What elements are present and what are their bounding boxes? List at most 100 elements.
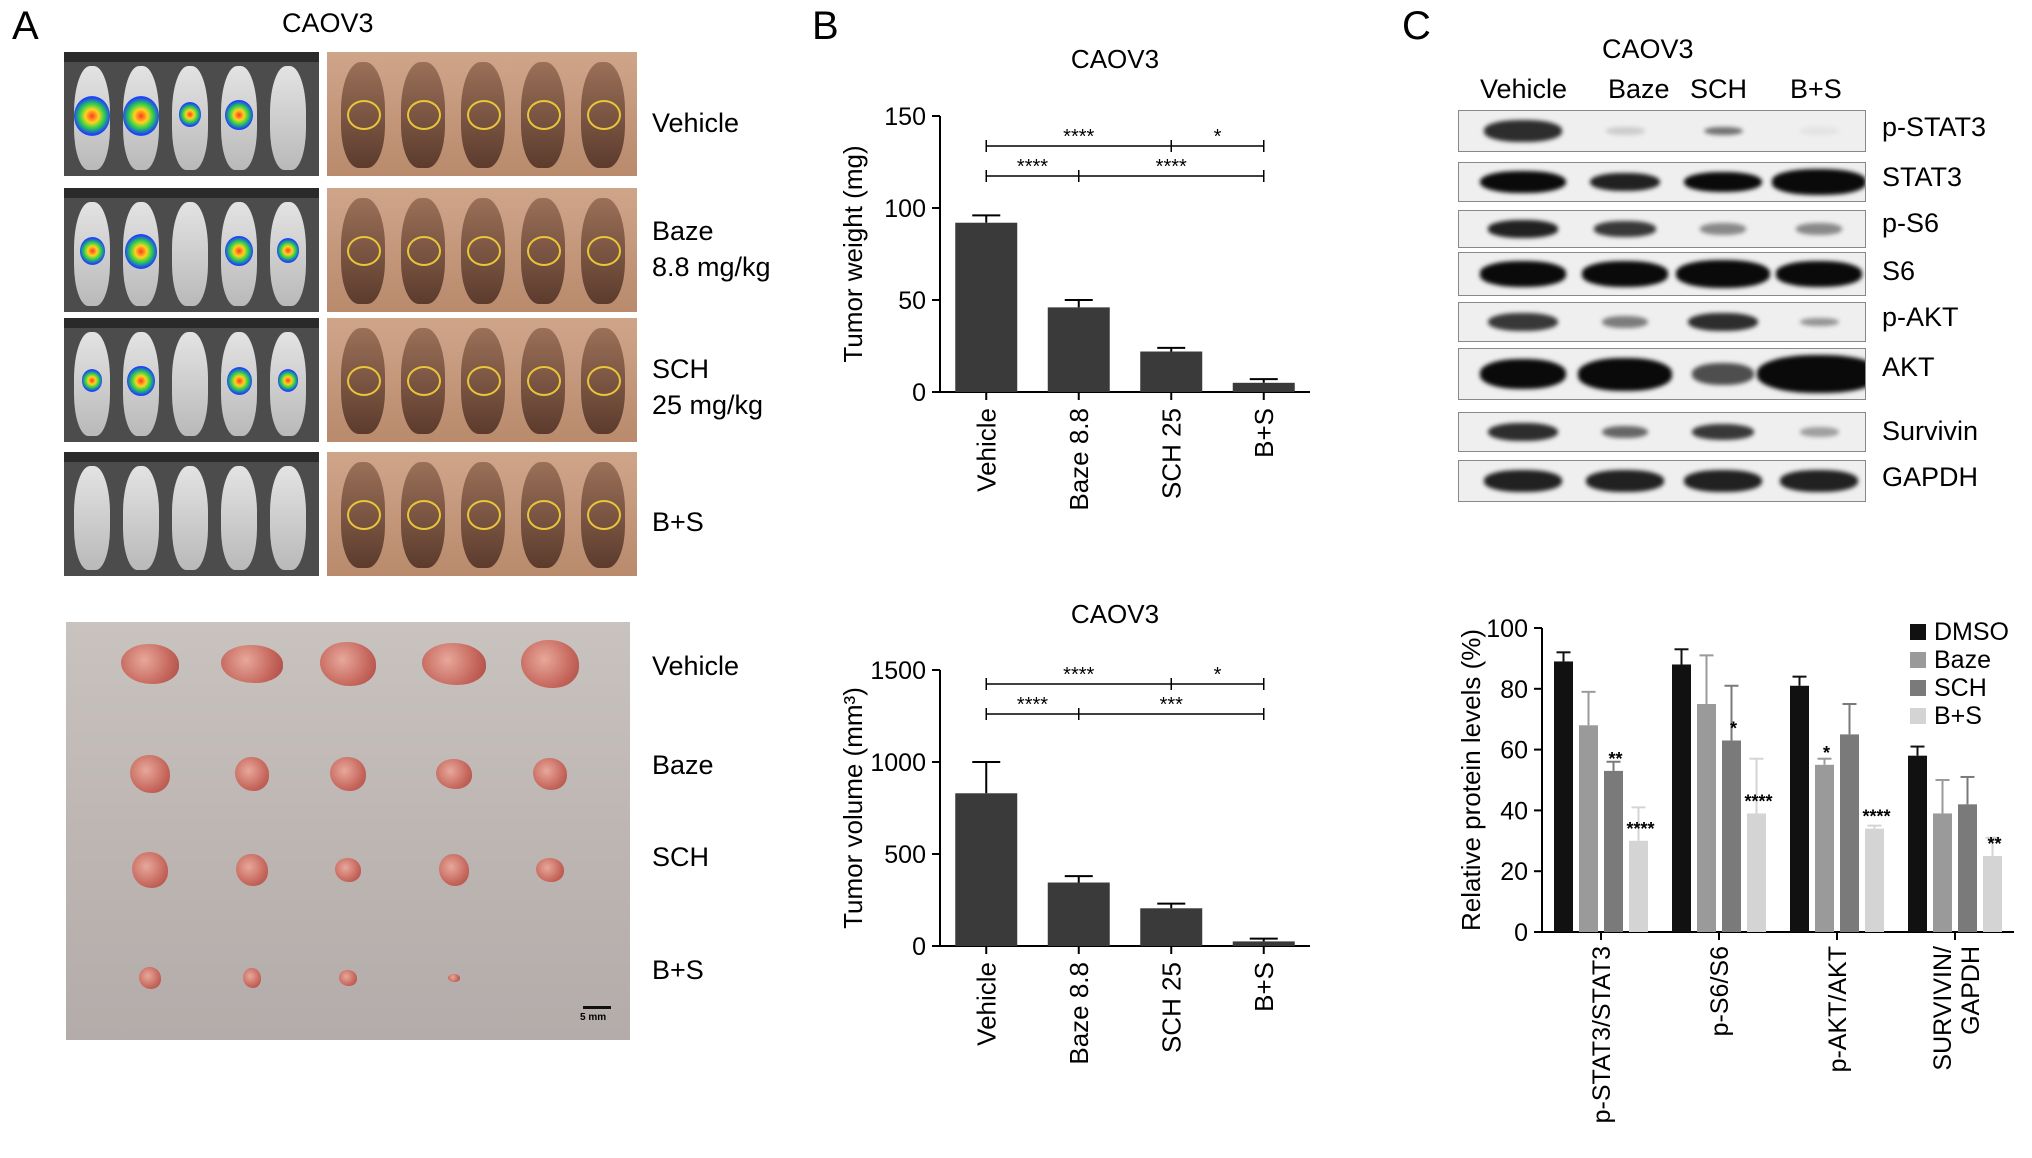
lane-label: SCH: [1690, 74, 1748, 104]
excised-tumor-photo: 5 mm: [66, 622, 630, 1040]
y-tick-label: 1000: [870, 749, 926, 777]
significance-label: ***: [1160, 694, 1184, 716]
tumor-outline: [407, 500, 441, 530]
excised-tumor: [536, 858, 564, 882]
excised-tumor: [448, 974, 460, 982]
y-tick-label: 150: [884, 103, 926, 131]
blot-strip: [1458, 210, 1866, 248]
blot-band: [1480, 170, 1566, 194]
x-tick-label: Vehicle: [971, 962, 1001, 1046]
blot-band: [1799, 317, 1839, 327]
bar: [1722, 740, 1741, 932]
x-tick-label: Vehicle: [971, 408, 1001, 492]
significance-label: ****: [1156, 156, 1187, 178]
x-tick-label: SURVIVIN/: [1929, 946, 1957, 1071]
y-tick-label: 40: [1500, 797, 1528, 825]
necropsy-image: [327, 52, 637, 176]
y-tick-label: 60: [1500, 737, 1528, 765]
blot-band: [1676, 260, 1770, 288]
x-tick-label: p-STAT3/STAT3: [1588, 946, 1616, 1123]
bar: [1815, 764, 1834, 932]
blot-strip: [1458, 348, 1866, 400]
y-axis-label: Tumor volume (mm³): [838, 687, 868, 929]
tumor-outline: [527, 500, 561, 530]
blot-strip: [1458, 302, 1866, 342]
bar: [1933, 813, 1952, 932]
bar: [1697, 704, 1716, 932]
bar: [1840, 734, 1859, 932]
bioluminescence-signal: [225, 236, 253, 266]
mouse-silhouette: [270, 466, 306, 570]
tumor-outline: [467, 100, 501, 130]
excised-tumor: [236, 854, 268, 886]
bioluminescence-signal: [123, 96, 159, 136]
x-tick-label: GAPDH: [1957, 946, 1985, 1035]
blot-band: [1684, 470, 1762, 492]
ivis-image: [64, 52, 319, 176]
y-tick-label: 0: [912, 933, 926, 961]
bar: [1047, 307, 1110, 392]
tumor-outline: [407, 100, 441, 130]
blot-band: [1780, 470, 1858, 492]
significance-label: *: [1214, 126, 1222, 148]
blot-band: [1799, 127, 1839, 135]
bar: [1958, 804, 1977, 932]
blot-band: [1578, 357, 1672, 391]
tumor-outline: [467, 236, 501, 266]
blot-band: [1776, 261, 1862, 287]
bioluminescence-signal: [277, 369, 299, 392]
blot-label: p-AKT: [1882, 302, 1959, 332]
x-tick-label: B+S: [1249, 962, 1279, 1012]
blot-label: S6: [1882, 256, 1916, 286]
legend-swatch: [1910, 708, 1926, 724]
significance-label: **: [1987, 834, 2001, 854]
y-tick-label: 50: [898, 287, 926, 315]
tumor-outline: [407, 236, 441, 266]
blot-strip: [1458, 252, 1866, 296]
legend-swatch: [1910, 624, 1926, 640]
mouse-silhouette: [123, 466, 159, 570]
significance-label: ****: [1744, 791, 1772, 811]
blot-band: [1691, 363, 1755, 385]
legend-label: DMSO: [1934, 618, 2009, 646]
mouse-silhouette: [270, 66, 306, 170]
blot-band: [1487, 220, 1559, 238]
tumor-outline: [347, 366, 381, 396]
legend-label: B+S: [1934, 702, 1982, 730]
ivis-rack: [64, 52, 319, 62]
tumor-row-label: Vehicle: [652, 651, 740, 681]
blot-band: [1593, 221, 1657, 237]
tumor-outline: [467, 500, 501, 530]
panel-a-title: CAOV3: [282, 8, 374, 38]
bioluminescence-signal: [178, 102, 202, 128]
blot-band: [1586, 470, 1664, 492]
blot-strip: [1458, 460, 1866, 502]
tumor-weight-chart: CAOV3 0 50 100 150 Tumor weight (mg) Vehicle Ba…: [838, 44, 1310, 511]
bar: [1747, 813, 1766, 932]
blot-band: [1601, 315, 1649, 329]
blot-band: [1795, 223, 1843, 235]
blot-band: [1703, 126, 1743, 136]
blot-band: [1699, 223, 1747, 235]
excised-tumor: [422, 643, 486, 685]
mouse-silhouette: [221, 466, 257, 570]
excised-tumor: [436, 759, 472, 789]
bar: [1672, 664, 1691, 932]
y-tick-label: 100: [1486, 615, 1528, 643]
blot-band: [1480, 358, 1566, 390]
blot-strip: [1458, 162, 1866, 202]
excised-tumor: [221, 645, 283, 683]
group-label: B+S: [652, 507, 704, 537]
x-tick-label: p-AKT/AKT: [1824, 946, 1852, 1072]
ivis-rack: [64, 188, 319, 198]
scale-bar: [583, 1006, 611, 1009]
blot-title: CAOV3: [1602, 34, 1694, 64]
lane-label: Baze: [1608, 74, 1670, 104]
tumor-row-label: SCH: [652, 842, 710, 872]
group-label: SCH: [652, 354, 710, 384]
tumor-outline: [527, 100, 561, 130]
tumor-outline: [347, 500, 381, 530]
bar: [955, 793, 1018, 946]
